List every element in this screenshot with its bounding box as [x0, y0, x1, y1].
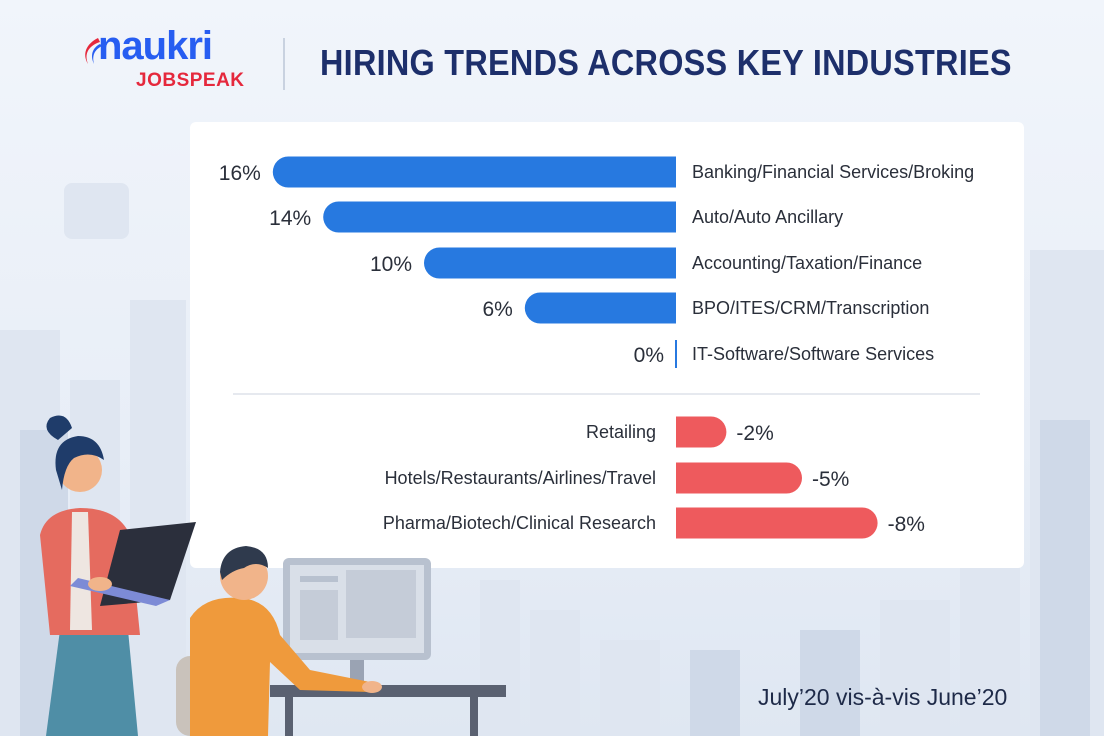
bar-value-label: -5% [812, 468, 849, 491]
category-label: Hotels/Restaurants/Airlines/Travel [385, 468, 656, 488]
logo-brand-text: naukri [98, 24, 213, 68]
category-label: Accounting/Taxation/Finance [692, 253, 922, 273]
category-label: Banking/Financial Services/Broking [692, 162, 974, 182]
header: naukri JOBSPEAK HIRING TRENDS ACROSS KEY… [0, 0, 1104, 110]
chart-card: 16% Banking/Financial Services/Broking 14%… [190, 122, 1024, 568]
bar [676, 462, 802, 494]
naukri-jobspeak-logo: naukri JOBSPEAK [80, 24, 260, 94]
bar [524, 292, 676, 324]
category-label: IT-Software/Software Services [692, 344, 934, 364]
category-label: Retailing [586, 422, 656, 442]
bar [424, 247, 676, 279]
logo-swoosh-icon [85, 38, 102, 64]
category-label: Auto/Auto Ancillary [692, 207, 843, 227]
bar-value-label: 10% [370, 253, 412, 276]
bar [323, 201, 676, 233]
bar [676, 507, 878, 539]
bar-value-label: 6% [482, 298, 512, 321]
period-note: July’20 vis-à-vis June’20 [758, 684, 1008, 710]
bar-value-label: -2% [736, 422, 773, 445]
logo-sub-text: JOBSPEAK [136, 70, 245, 91]
bar-value-label: 0% [634, 344, 664, 367]
bar-value-label: -8% [888, 513, 925, 536]
category-label: BPO/ITES/CRM/Transcription [692, 298, 929, 318]
industry-hiring-bar-chart: 16% Banking/Financial Services/Broking 14%… [219, 156, 980, 539]
bar-value-label: 16% [219, 162, 261, 185]
bar [272, 156, 676, 188]
bar [676, 416, 727, 448]
office-workers-illustration [40, 415, 506, 736]
page-title: HIRING TRENDS ACROSS KEY INDUSTRIES [320, 42, 1012, 83]
bar-value-label: 14% [269, 207, 311, 230]
header-divider [283, 38, 285, 90]
category-label: Pharma/Biotech/Clinical Research [383, 513, 656, 533]
